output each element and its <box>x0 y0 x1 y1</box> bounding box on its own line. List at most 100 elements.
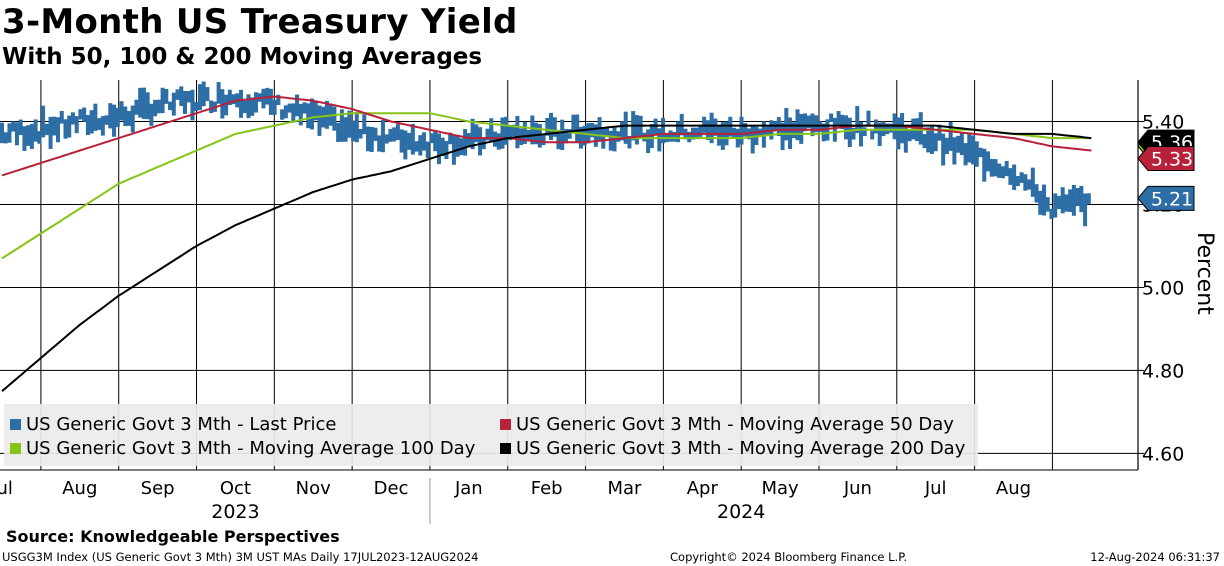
badge-ma50: 5.33 <box>1137 146 1195 172</box>
last-price-bar <box>436 133 441 165</box>
last-price-bar <box>496 133 501 150</box>
last-price-bar <box>709 112 714 144</box>
x-tick-label-month: Jul <box>0 478 13 499</box>
last-price-bar <box>1075 187 1080 207</box>
legend-swatch-ma200 <box>500 443 511 454</box>
last-price-bar <box>332 106 337 131</box>
footer-timestamp: 12-Aug-2024 06:31:37 <box>1090 550 1220 564</box>
last-price-bar <box>63 119 68 139</box>
last-price-bar <box>433 131 438 152</box>
last-price-bar <box>1034 184 1039 203</box>
last-price-bar <box>1008 168 1013 185</box>
legend-item-ma200: US Generic Govt 3 Mth - Moving Average 2… <box>500 438 965 459</box>
last-price-bar <box>1064 194 1069 212</box>
last-price-bar <box>268 88 273 115</box>
last-price-bar <box>366 126 371 152</box>
last-price-bar <box>141 87 146 119</box>
last-price-bar <box>959 132 964 156</box>
last-price-bar <box>216 82 221 104</box>
last-price-bar <box>1019 172 1024 183</box>
last-price-bar <box>362 114 367 135</box>
last-price-bar <box>881 121 886 137</box>
last-price-bar <box>317 105 322 136</box>
badge-last-price-label: 5.21 <box>1151 188 1193 210</box>
y-tick-label: 4.60 <box>1142 443 1184 465</box>
last-price-bar <box>239 89 244 118</box>
x-tick-label-month: Sep <box>141 478 175 499</box>
last-price-bar <box>522 121 527 144</box>
last-price-bar <box>313 100 318 121</box>
last-price-bar <box>478 127 483 156</box>
last-price-bar <box>410 123 415 155</box>
last-price-bar <box>504 116 509 145</box>
last-price-bar <box>507 124 512 141</box>
last-price-bar <box>937 124 942 141</box>
footer-copyright: Copyright© 2024 Bloomberg Finance L.P. <box>670 550 907 564</box>
last-price-bar <box>500 117 505 149</box>
last-price-bar <box>705 120 710 140</box>
x-tick-label-month: Nov <box>296 478 331 499</box>
last-price-bar <box>605 128 610 137</box>
last-price-bar <box>634 115 639 145</box>
last-price-bar <box>205 87 210 102</box>
y-tick-label: 5.00 <box>1142 277 1184 299</box>
legend-swatch-ma100 <box>10 443 21 454</box>
last-price-bar <box>422 132 427 151</box>
last-price-bar <box>545 118 550 136</box>
last-price-bar <box>156 99 161 114</box>
last-price-bar <box>115 107 120 128</box>
axis-layer: 4.604.805.005.205.40PercentJulAugSepOctN… <box>0 80 1217 524</box>
last-price-bar <box>104 115 109 125</box>
last-price-bar <box>354 111 359 143</box>
last-price-bar <box>309 98 314 130</box>
last-price-bar <box>1060 187 1065 214</box>
last-price-bar <box>220 89 225 119</box>
last-price-bar <box>1015 176 1020 187</box>
last-price-bar <box>52 116 57 136</box>
last-price-bar <box>489 118 494 142</box>
last-price-bar <box>306 103 311 129</box>
ma200-line <box>1 124 1092 392</box>
last-price-bar <box>123 106 128 127</box>
last-price-bar <box>567 129 572 139</box>
last-price-bar <box>1004 160 1009 177</box>
last-price-bar <box>859 121 864 147</box>
last-price-bar <box>1083 193 1088 227</box>
last-price-bar <box>418 135 423 156</box>
last-price-bar <box>224 94 229 116</box>
last-price-bar <box>209 100 214 114</box>
last-price-bar <box>444 140 449 160</box>
last-price-bar <box>571 114 576 132</box>
last-price-bar <box>687 131 692 143</box>
x-tick-label-month: Apr <box>687 478 719 499</box>
x-tick-label-month: Mar <box>607 478 642 499</box>
last-price-bar <box>336 122 341 142</box>
last-price-bar <box>661 117 666 144</box>
legend-label-last-price: US Generic Govt 3 Mth - Last Price <box>26 414 337 435</box>
last-price-bar <box>26 125 31 146</box>
last-price-bar <box>201 81 206 107</box>
last-price-bar <box>414 141 419 152</box>
last-price-bar <box>642 132 647 142</box>
last-price-bar <box>33 119 38 142</box>
last-price-bar <box>985 151 990 172</box>
legend-item-last-price: US Generic Govt 3 Mth - Last Price <box>10 414 336 435</box>
last-price-bar <box>384 134 389 144</box>
last-price-bar <box>627 135 632 149</box>
x-tick-label-month: Aug <box>996 478 1031 499</box>
last-price-bar <box>85 114 90 136</box>
last-price-bar <box>698 126 703 137</box>
last-price-bar <box>190 89 195 121</box>
last-price-bar <box>283 105 288 119</box>
x-tick-label-month: May <box>761 478 799 499</box>
last-price-bar <box>70 112 75 125</box>
last-price-bar <box>134 99 139 115</box>
last-price-bar <box>1030 167 1035 197</box>
y-tick-label: 4.80 <box>1142 360 1184 382</box>
last-price-bar <box>29 123 34 149</box>
last-price-bar <box>153 99 158 117</box>
last-price-bar <box>537 124 542 148</box>
last-price-bar <box>14 122 19 146</box>
last-price-bar <box>941 133 946 166</box>
last-price-bar <box>638 115 643 139</box>
